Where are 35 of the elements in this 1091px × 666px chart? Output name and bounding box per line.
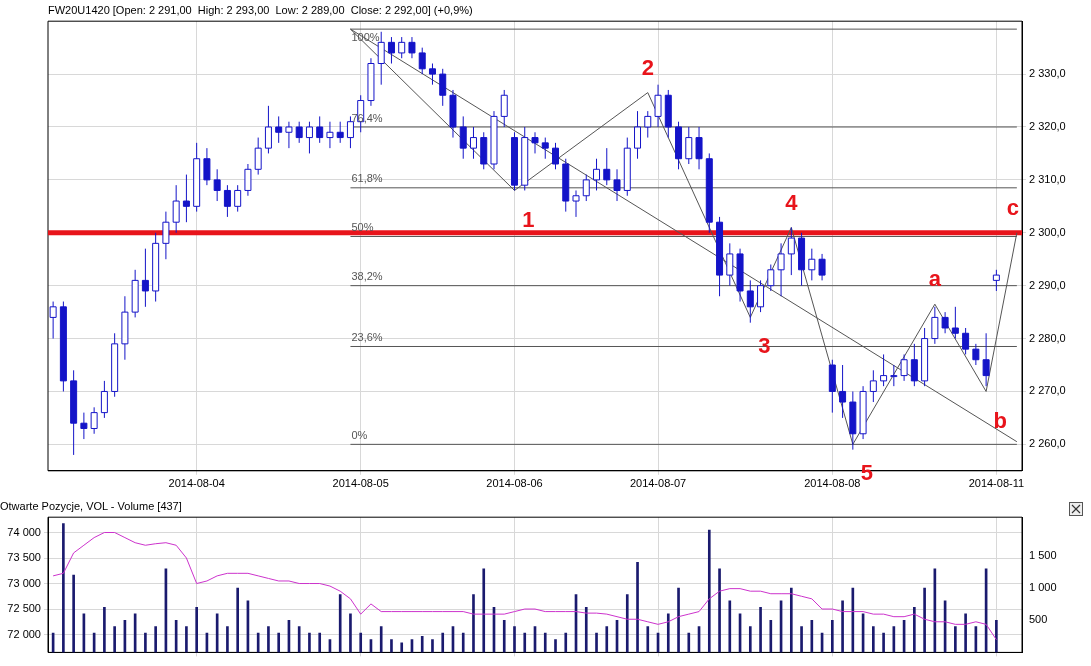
- y-tick-label: 2 280,0: [1029, 331, 1066, 344]
- y-tick-label: 72 000: [7, 627, 41, 640]
- annotation: 1: [522, 206, 535, 232]
- x-tick-label: 2014-08-08: [804, 477, 861, 490]
- y-tick-label: 2 260,0: [1029, 437, 1066, 450]
- y-tick-label: 73 500: [7, 551, 41, 564]
- x-tick-label: 2014-08-11: [968, 477, 1025, 490]
- y-tick-label: 74 000: [7, 525, 41, 538]
- y2-tick-label: 500: [1029, 613, 1048, 626]
- x-tick-label: 2014-08-04: [168, 477, 225, 490]
- y2-tick-label: 1 500: [1029, 548, 1057, 561]
- annotation: a: [928, 266, 942, 292]
- annotation: c: [1006, 194, 1020, 220]
- series-label: 38,2%: [351, 270, 383, 283]
- series-label: 61,8%: [351, 172, 383, 185]
- annotation: 4: [785, 189, 799, 215]
- series-label: 0%: [351, 428, 368, 441]
- y-tick-label: 2 270,0: [1029, 384, 1066, 397]
- y-tick-label: 72 500: [7, 602, 41, 615]
- y2-tick-label: 1 000: [1029, 581, 1057, 594]
- x-tick-label: 2014-08-06: [486, 477, 543, 490]
- y-tick-label: 73 000: [7, 576, 41, 589]
- annotation: 2: [641, 54, 654, 80]
- series-label: 23,6%: [351, 331, 383, 344]
- y-tick-label: 2 320,0: [1029, 120, 1066, 133]
- x-tick-label: 2014-08-07: [629, 477, 687, 490]
- y-tick-label: 2 300,0: [1029, 225, 1066, 238]
- chart-title: FW20U1420 [Open: 2 291,00 High: 2 293,00 Low: 2 289,00 Close: 2 292,00] (+0,9%): [48, 3, 473, 16]
- y-tick-label: 2 290,0: [1029, 278, 1066, 291]
- y-tick-label: 2 310,0: [1029, 172, 1066, 185]
- y-tick-label: 2 330,0: [1029, 67, 1066, 80]
- series-label: 50%: [351, 221, 374, 234]
- annotation: b: [993, 407, 1007, 433]
- x-tick-label: 2014-08-05: [332, 477, 389, 490]
- chart-title: Otwarte Pozycje, VOL - Volume [437]: [0, 499, 182, 512]
